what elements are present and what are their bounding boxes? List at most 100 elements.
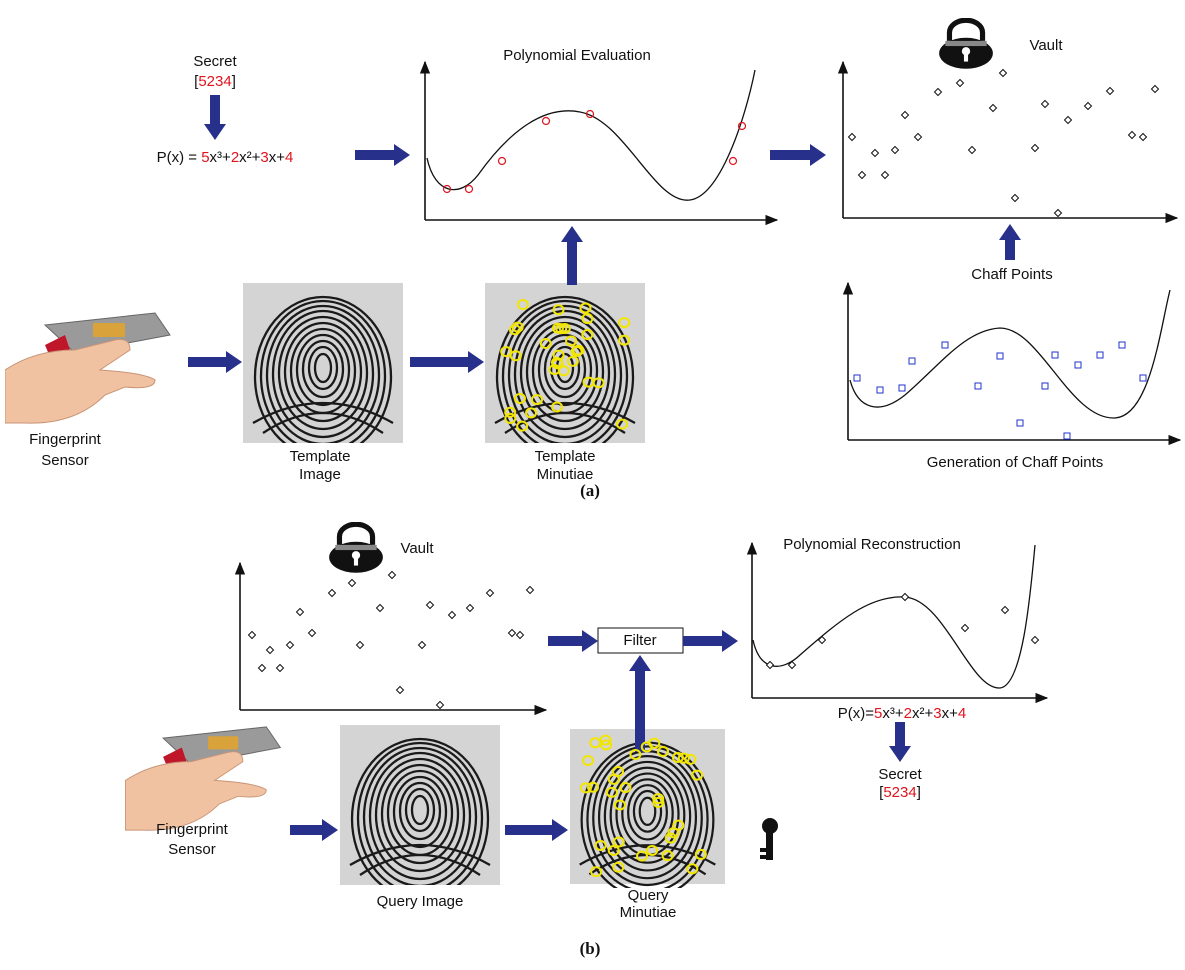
arrow [561, 226, 583, 285]
vault-point [277, 665, 284, 672]
polynomial-curve [850, 290, 1170, 418]
polynomial-formula: P(x)=5x³+2x²+3x+4 [838, 705, 966, 722]
vault-point [527, 587, 534, 594]
vault-point [902, 112, 909, 119]
vault-point [249, 632, 256, 639]
chaff-point [1052, 352, 1058, 358]
vault-point [467, 605, 474, 612]
vault-point [962, 625, 969, 632]
vault-point [1000, 70, 1007, 77]
query-image-label: Query Image [377, 893, 464, 910]
chaff-point [877, 387, 883, 393]
evaluation-title: Polynomial Evaluation [503, 47, 651, 64]
vault-point [935, 89, 942, 96]
lock-icon [939, 20, 993, 69]
secret-number: 5234 [198, 73, 231, 90]
vault-point [859, 172, 866, 179]
vault-point [1032, 637, 1039, 644]
caption: (a) [580, 481, 600, 500]
chaff-point [854, 375, 860, 381]
coefficient: 5 [201, 149, 209, 166]
vault-point [872, 150, 879, 157]
vault-point [309, 630, 316, 637]
formula-part: x+ [269, 149, 286, 166]
vault-point [915, 134, 922, 141]
chaff-point [1064, 433, 1070, 439]
vault-point [509, 630, 516, 637]
vault-point [1032, 145, 1039, 152]
arrow [770, 144, 826, 166]
filter-label: Filter [623, 632, 656, 649]
template-minutiae-label: Template [535, 448, 596, 465]
vault-point [349, 580, 356, 587]
vault-point [397, 687, 404, 694]
chaff-point [1017, 420, 1023, 426]
genuine-point [543, 118, 550, 125]
secret-number: 5234 [883, 784, 916, 801]
formula-part: x²+ [239, 149, 260, 166]
vault-point [902, 594, 909, 601]
vault-point [1065, 117, 1072, 124]
coefficient: 5 [874, 705, 882, 722]
formula-part: P(x)= [838, 705, 874, 722]
vault-point [377, 605, 384, 612]
vault-point [882, 172, 889, 179]
vault-point [1140, 134, 1147, 141]
fingerprint-sensor [126, 727, 281, 830]
vault-point [1152, 86, 1159, 93]
chaff-point [899, 385, 905, 391]
vault-point [449, 612, 456, 619]
bracket: ] [917, 784, 921, 801]
genuine-point [466, 186, 473, 193]
chaff-point [1075, 362, 1081, 368]
secret-label: Secret [193, 53, 237, 70]
key-icon [760, 818, 778, 860]
vault-point [969, 147, 976, 154]
chaff-point [1119, 342, 1125, 348]
arrow [889, 722, 911, 762]
genuine-point [730, 158, 737, 165]
template-image [243, 283, 403, 457]
vault-point [389, 572, 396, 579]
vault-point [437, 702, 444, 709]
sensor-label: Fingerprint [29, 431, 102, 448]
vault-point [259, 665, 266, 672]
formula-part: x²+ [912, 705, 933, 722]
polynomial-curve [427, 70, 755, 200]
vault-point [267, 647, 274, 654]
coefficient: 4 [285, 149, 293, 166]
vault-point [297, 609, 304, 616]
arrow [355, 144, 410, 166]
vault-point [849, 134, 856, 141]
formula-part: x³+ [882, 705, 903, 722]
fingerprint-sensor [5, 313, 170, 423]
template-minutiae-image [485, 283, 645, 457]
vault-point [1129, 132, 1136, 139]
secret-value: [5234] [194, 73, 236, 90]
arrow [188, 351, 242, 373]
sensor-label: Sensor [41, 452, 89, 469]
polynomial-curve [753, 545, 1035, 688]
query-image [340, 725, 500, 899]
chaff-point [1042, 383, 1048, 389]
arrow [290, 819, 338, 841]
sensor-label: Fingerprint [156, 821, 229, 838]
arrow [999, 224, 1021, 260]
coefficient: 4 [958, 705, 966, 722]
vault-point [287, 642, 294, 649]
vault-point [427, 602, 434, 609]
reconstruction-title: Polynomial Reconstruction [783, 536, 961, 553]
fuzzy-vault-diagram: Secret [5234] P(x) = 5x³+2x²+3x+4 Polyno… [0, 0, 1185, 970]
caption: (b) [580, 939, 601, 958]
chaff-point [942, 342, 948, 348]
lock-icon [329, 524, 383, 573]
vault-point [1002, 607, 1009, 614]
arrow [548, 630, 598, 652]
vault-point [1085, 103, 1092, 110]
vault-point [1012, 195, 1019, 202]
chaff-point [997, 353, 1003, 359]
polynomial-formula: P(x) = 5x³+2x²+3x+4 [157, 149, 294, 166]
bracket: ] [232, 73, 236, 90]
query-minutiae-image [570, 729, 725, 898]
vault-point [357, 642, 364, 649]
